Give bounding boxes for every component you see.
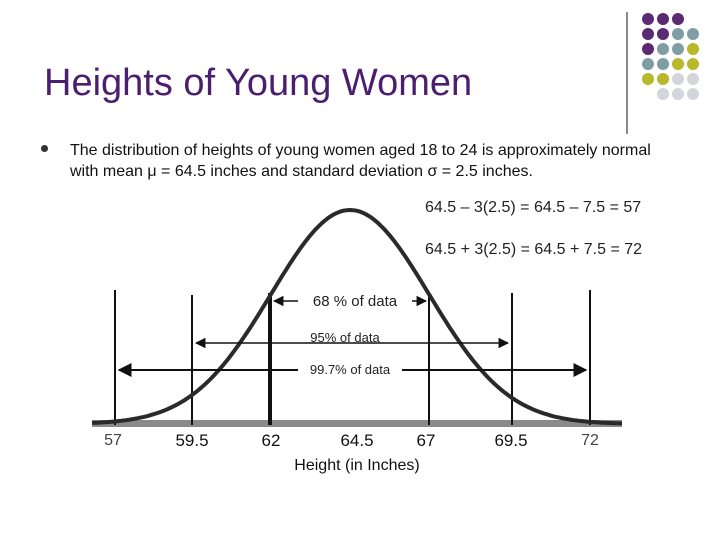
equation-lower: 64.5 – 3(2.5) = 64.5 – 7.5 = 57 bbox=[425, 199, 641, 216]
label-95-percent: 95% of data bbox=[310, 330, 380, 345]
label-99-7-percent: 99.7% of data bbox=[310, 362, 391, 377]
x-axis-label: Height (in Inches) bbox=[294, 457, 419, 474]
x-axis-baseline bbox=[92, 420, 622, 427]
label-68-percent: 68 % of data bbox=[313, 293, 398, 310]
tick-label-72: 72 bbox=[581, 432, 599, 449]
tick-label-69-5: 69.5 bbox=[494, 431, 527, 450]
tick-label-64-5: 64.5 bbox=[340, 431, 373, 450]
equation-upper: 64.5 + 3(2.5) = 64.5 + 7.5 = 72 bbox=[425, 241, 642, 258]
tick-label-57: 57 bbox=[104, 432, 122, 449]
tick-label-59-5: 59.5 bbox=[175, 431, 208, 450]
tick-label-67: 67 bbox=[417, 431, 436, 450]
tick-label-62: 62 bbox=[262, 431, 281, 450]
